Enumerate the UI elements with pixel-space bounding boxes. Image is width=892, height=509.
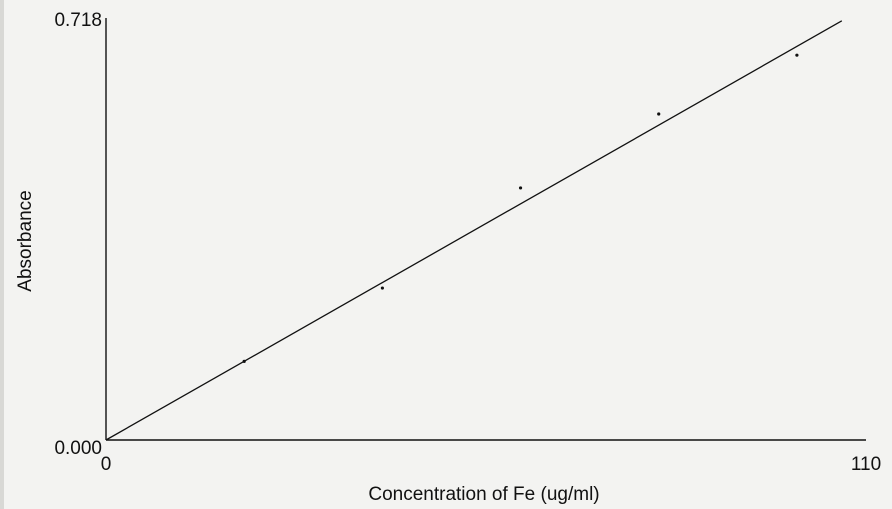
y-tick-label-min: 0.000 xyxy=(54,438,102,459)
x-axis-title: Concentration of Fe (ug/ml) xyxy=(368,484,599,505)
scan-edge-strip xyxy=(0,0,4,509)
y-tick-label-max: 0.718 xyxy=(54,10,102,31)
data-point-5 xyxy=(795,53,799,57)
data-points xyxy=(242,53,799,364)
data-point-3 xyxy=(518,186,523,190)
chart-axes xyxy=(105,18,866,441)
regression-line xyxy=(105,20,843,441)
y-axis-title: Absorbance xyxy=(15,190,36,291)
data-point-1 xyxy=(242,359,246,364)
x-tick-label-max: 110 xyxy=(851,454,881,475)
x-tick-label-min: 0 xyxy=(101,454,112,475)
data-point-4 xyxy=(657,112,661,116)
data-point-2 xyxy=(380,286,384,290)
